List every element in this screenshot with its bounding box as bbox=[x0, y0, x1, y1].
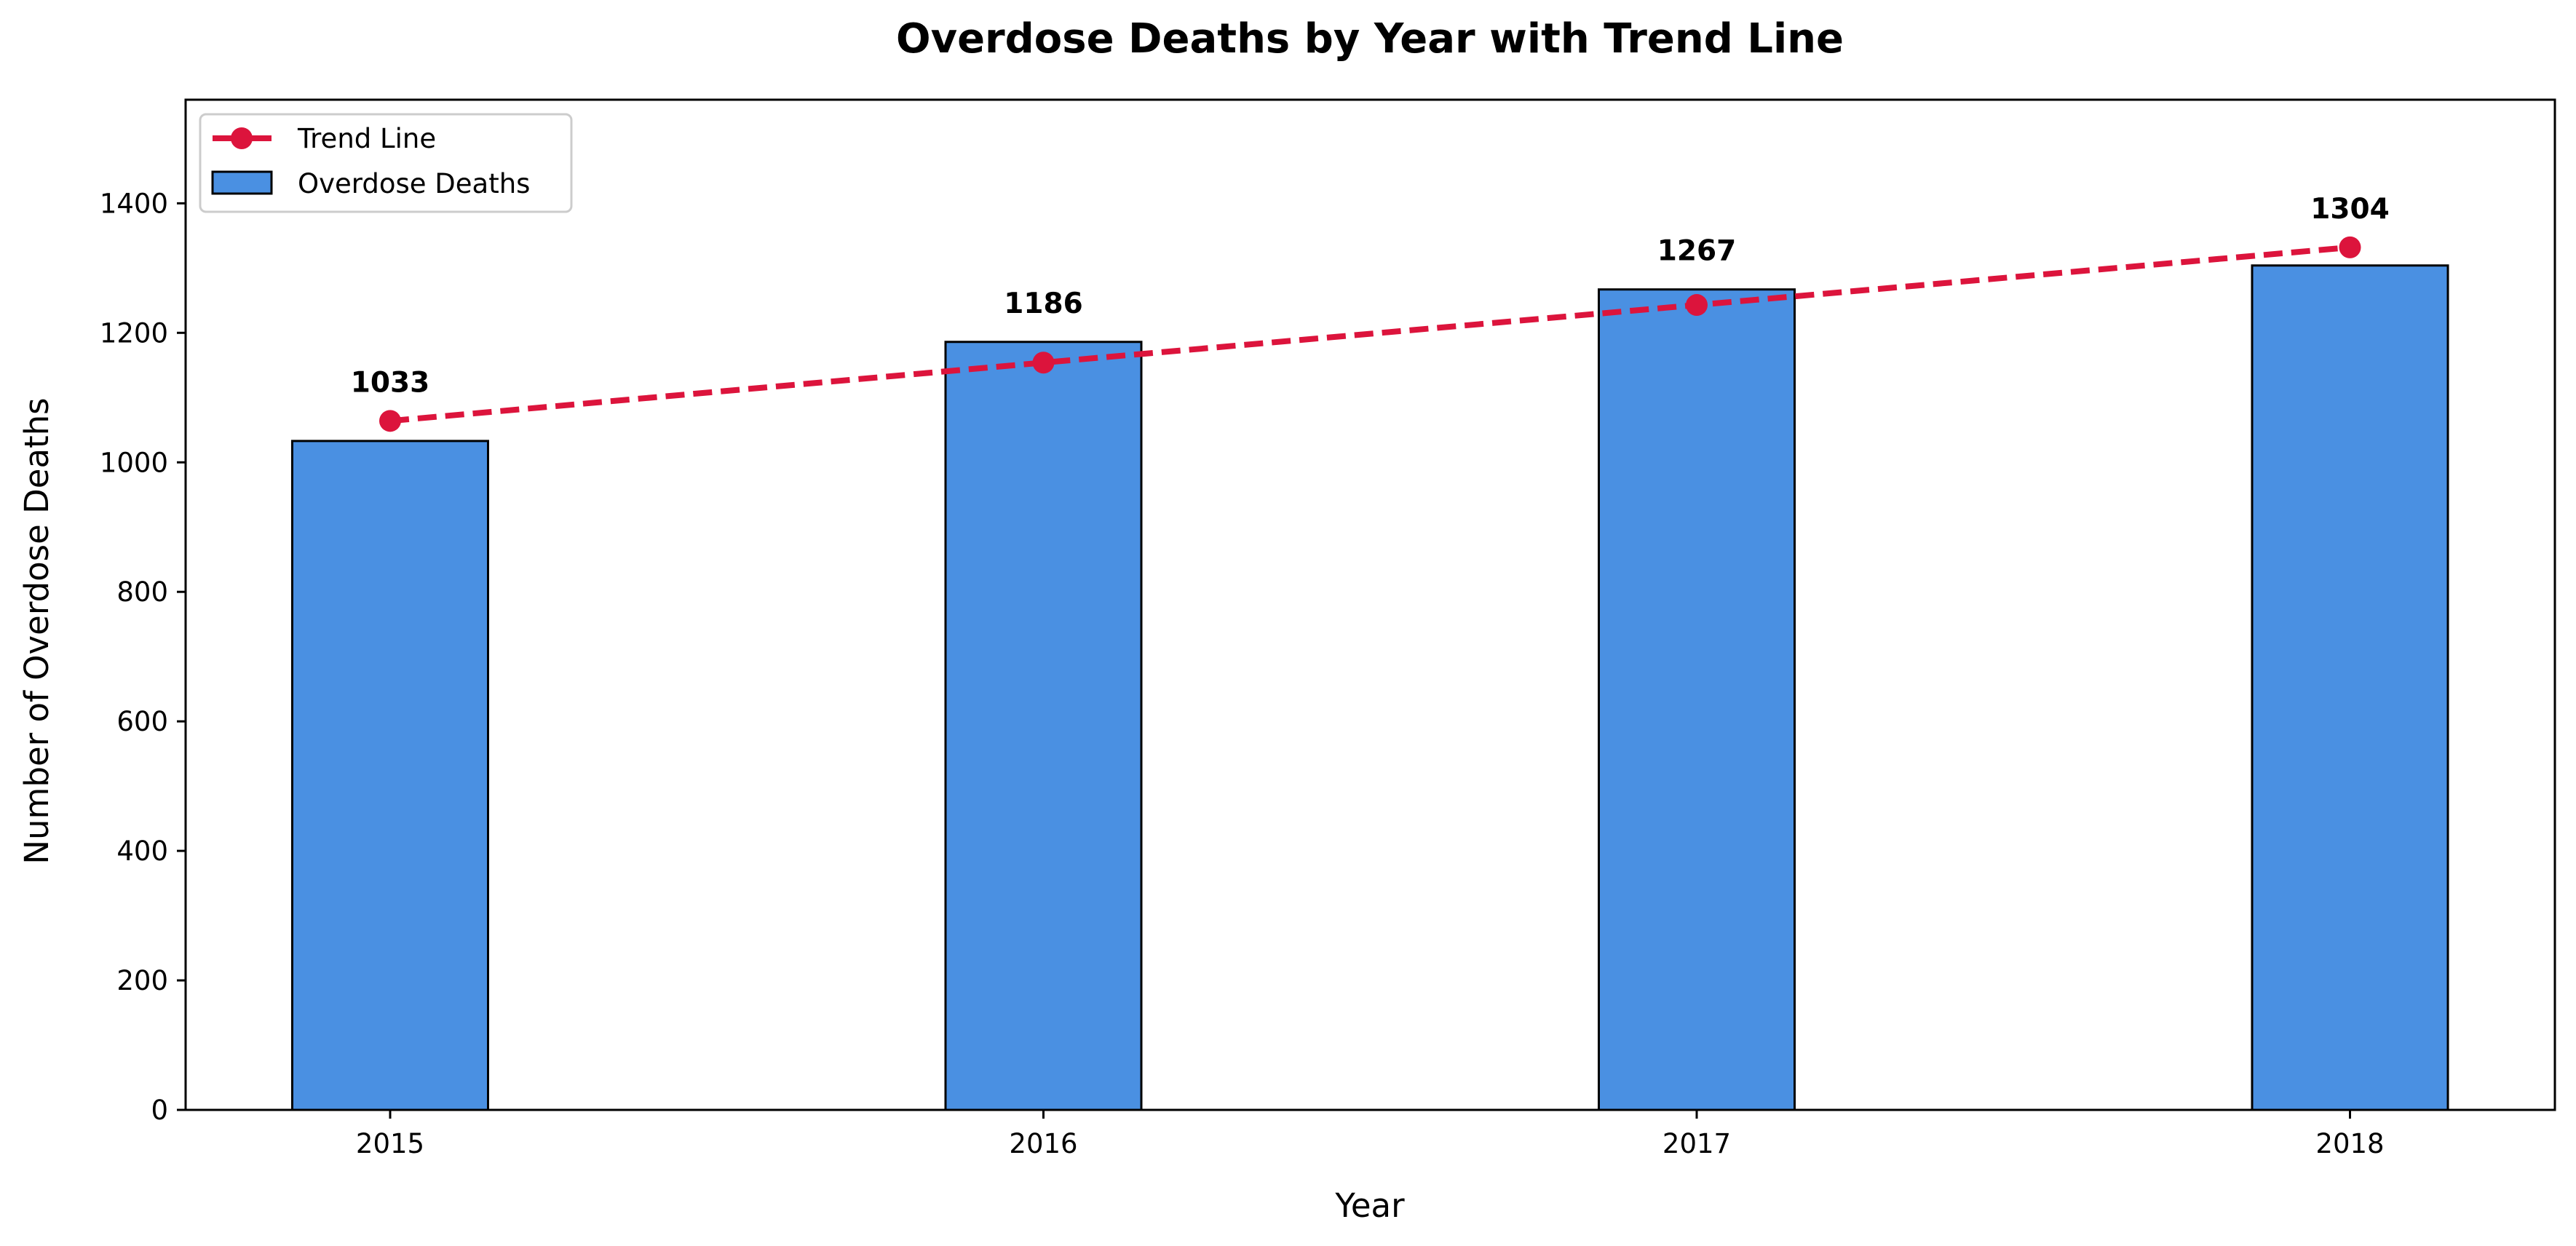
bar-2017 bbox=[1598, 288, 1796, 1111]
trend-point-2016 bbox=[1032, 352, 1055, 374]
y-tick-label-400: 400 bbox=[116, 836, 168, 867]
legend: Trend Line Overdose Deaths bbox=[199, 113, 573, 213]
chart-title: Overdose Deaths by Year with Trend Line bbox=[896, 15, 1844, 63]
y-axis-label: Number of Overdose Deaths bbox=[17, 397, 56, 864]
legend-label-overdose-deaths: Overdose Deaths bbox=[298, 168, 530, 199]
bar-2016 bbox=[944, 341, 1143, 1111]
y-tick-label-1200: 1200 bbox=[100, 317, 168, 349]
data-label-2018: 1304 bbox=[2310, 193, 2390, 226]
x-tick-label-2018: 2018 bbox=[2315, 1128, 2384, 1159]
data-label-2017: 1267 bbox=[1657, 235, 1737, 268]
x-tick-label-2015: 2015 bbox=[356, 1128, 424, 1159]
trend-point-2015 bbox=[379, 410, 401, 432]
legend-label-trend-line: Trend Line bbox=[297, 123, 436, 154]
x-axis-label: Year bbox=[1334, 1186, 1405, 1225]
trend-line bbox=[389, 244, 2350, 424]
x-tick-label-2016: 2016 bbox=[1009, 1128, 1077, 1159]
data-label-2015: 1033 bbox=[351, 366, 430, 399]
bars-layer bbox=[291, 264, 2449, 1111]
trend-point-2018 bbox=[2339, 236, 2361, 258]
trend-point-2017 bbox=[1686, 294, 1708, 317]
data-labels-layer: 1033 1186 1267 1304 bbox=[351, 193, 2390, 399]
data-label-2016: 1186 bbox=[1004, 287, 1083, 320]
trend-layer bbox=[379, 236, 2361, 432]
x-tick-label-2017: 2017 bbox=[1662, 1128, 1731, 1159]
y-tick-label-600: 600 bbox=[116, 706, 168, 737]
axes-layer: 0 200 400 600 800 1000 1200 1400 2015 2016 2017 201… bbox=[100, 98, 2556, 1159]
y-tick-label-800: 800 bbox=[116, 576, 168, 608]
legend-trend-marker bbox=[231, 127, 253, 149]
legend-bar-swatch bbox=[211, 170, 273, 195]
y-tick-label-200: 200 bbox=[116, 965, 168, 996]
y-tick-label-1000: 1000 bbox=[100, 447, 168, 478]
y-tick-label-1400: 1400 bbox=[100, 188, 168, 219]
y-tick-label-0: 0 bbox=[151, 1095, 168, 1126]
plot-frame bbox=[184, 98, 2556, 1111]
bar-2018 bbox=[2251, 264, 2449, 1111]
legend-box bbox=[199, 113, 573, 213]
bar-2015 bbox=[291, 440, 489, 1111]
